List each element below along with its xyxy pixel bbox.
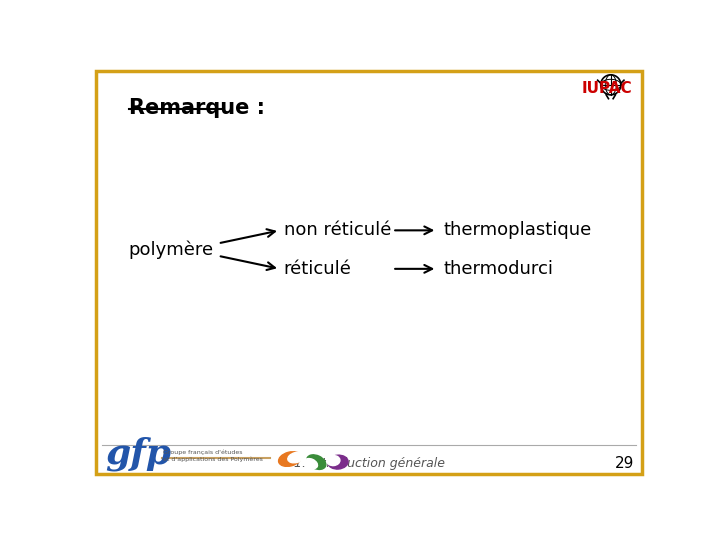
Ellipse shape <box>327 456 340 465</box>
Text: Remarque :: Remarque : <box>129 98 265 118</box>
Ellipse shape <box>307 455 326 469</box>
Ellipse shape <box>279 451 302 467</box>
Text: thermoplastique: thermoplastique <box>444 221 592 239</box>
Text: réticulé: réticulé <box>284 260 351 278</box>
Text: non réticulé: non réticulé <box>284 221 391 239</box>
Text: polymère: polymère <box>129 240 214 259</box>
Ellipse shape <box>328 455 348 469</box>
Ellipse shape <box>305 458 318 469</box>
Text: gfp: gfp <box>106 436 171 471</box>
Ellipse shape <box>288 452 305 463</box>
Text: thermodurci: thermodurci <box>444 260 554 278</box>
Text: IUPAC: IUPAC <box>582 81 632 96</box>
Text: 29: 29 <box>615 456 634 471</box>
Text: 1. Introduction générale: 1. Introduction générale <box>294 457 444 470</box>
Text: Groupe français d'études
et d'applications des Polymères: Groupe français d'études et d'applicatio… <box>163 450 263 462</box>
